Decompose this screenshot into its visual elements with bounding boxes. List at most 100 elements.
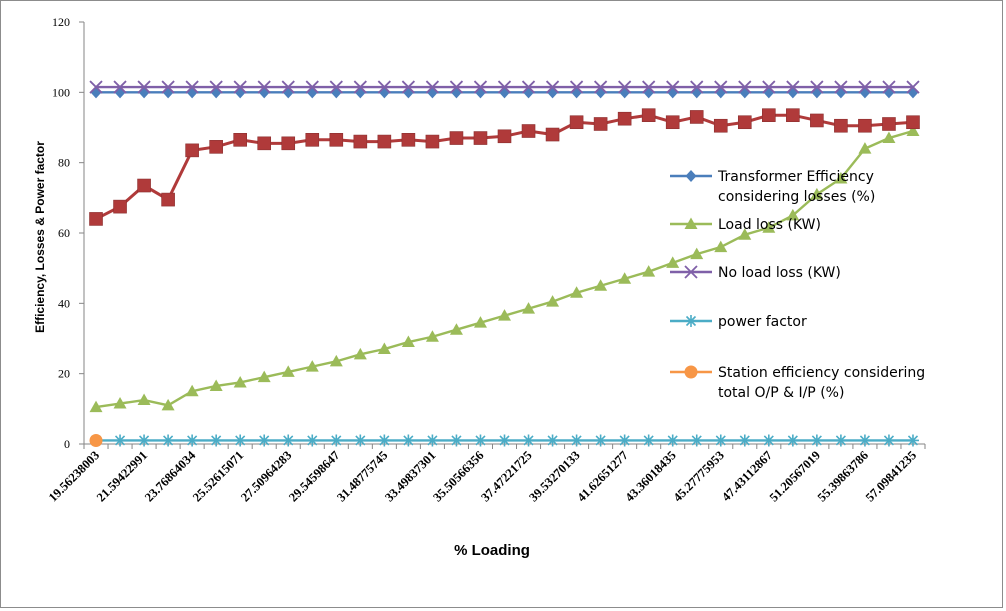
series-1 [89,108,920,226]
series-3-point [137,80,151,94]
x-tick-label: 37.47221725 [478,448,534,504]
series-4-point [882,434,895,447]
series-1-point [834,118,848,133]
series-3-point [618,80,632,94]
x-tick-label: 31.48775745 [334,448,390,504]
series-3-point [882,80,896,94]
series-4-point [306,434,319,447]
series-3-point [209,80,223,94]
series-2-point [906,124,920,137]
series-3-point [738,80,752,94]
series-3-point [425,80,440,94]
series-2-point [257,370,271,383]
series-2-point [161,398,175,411]
series-2-point [425,330,439,342]
series-3-point [329,80,343,94]
legend-item-transformer-efficiency: Transformer Efficiency considering losses… [670,169,875,205]
x-tick-label: 57.09841235 [863,448,919,504]
series-2-point [642,265,656,277]
series-4-point [594,434,607,447]
series-4-point [378,434,391,447]
series-4-point [810,434,823,447]
legend-item-power-factor: power factor [670,314,807,330]
series-2-point [546,295,560,307]
series-4-point [474,434,487,447]
legend-label: power factor [718,314,807,330]
series-1-point [305,133,320,147]
series-3-point [834,80,848,94]
series-1-point [786,108,800,122]
series-1-point [906,115,920,130]
series-1-point [665,115,680,130]
series-1-point [497,129,512,144]
series-4-point [402,434,415,447]
y-tick-label: 120 [52,15,70,29]
series-2-point [882,131,896,144]
series-1-point [521,124,536,138]
series-4-point [258,434,271,447]
series-3-point [113,80,127,94]
series-4-point [546,434,559,447]
series-1-point [713,118,728,133]
legend-label: Transformer Efficiency [717,169,874,185]
series-1-point [113,199,127,214]
series-4-point [666,434,679,447]
series-2-point [762,221,776,233]
series-3-point [714,80,728,94]
series-4-point [210,434,223,447]
series-1-point [858,118,872,133]
series-4-point [738,434,751,447]
legend-swatch-marker [685,170,697,182]
series-4-point [186,434,199,447]
series-1-point [185,143,199,158]
series-1-point [617,111,632,126]
series-4-point [834,434,847,447]
series-3-point [786,80,800,94]
legend-item-load-loss: Load loss (KW) [670,217,821,233]
series-2-point [401,335,415,348]
series-3-point [497,80,512,94]
series-1-point [257,136,272,151]
series-2-point [209,379,223,391]
series-1-point [882,117,896,131]
series-3-point [473,80,488,94]
series-1-point [329,133,344,147]
series-2-point [594,279,608,291]
x-tick-label: 51.20567019 [767,448,823,504]
series-2-point [522,302,536,314]
legend-label: Station efficiency considering [718,365,925,381]
series-1-point [641,108,656,122]
legend-swatch-marker [685,315,697,327]
series-1-point [449,131,464,145]
series-1-point [810,113,824,128]
series-3-point [233,80,247,94]
series-3-point [642,80,656,94]
series-1-point [281,136,296,151]
series-4 [90,434,919,447]
series-4-point [522,434,535,447]
series-1-point [233,133,247,147]
series-1-point [401,133,416,147]
series-4-point [450,434,463,447]
series-3-point [401,80,416,94]
series-2 [89,124,920,413]
x-tick-label: 55.39863786 [815,448,871,504]
series-4-point [138,434,151,447]
series-3-point [521,80,536,94]
series-4-point [906,434,919,447]
series-layer [89,80,920,447]
series-2-point [618,272,632,284]
x-axis-tick-labels: 19.5623800321.5942299123.7686403425.5261… [46,448,919,505]
legend-item-no-load-loss: No load loss (KW) [670,265,841,281]
series-2-point [834,171,848,184]
legend-swatch-marker [684,265,698,279]
series-3-point [569,80,584,94]
series-3-point [449,80,464,94]
series-2-point [281,365,295,377]
x-tick-label: 33.49837301 [382,448,438,504]
legend-label: considering losses (%) [718,189,875,205]
x-axis-title: % Loading [454,542,530,559]
series-1-point [473,131,488,145]
